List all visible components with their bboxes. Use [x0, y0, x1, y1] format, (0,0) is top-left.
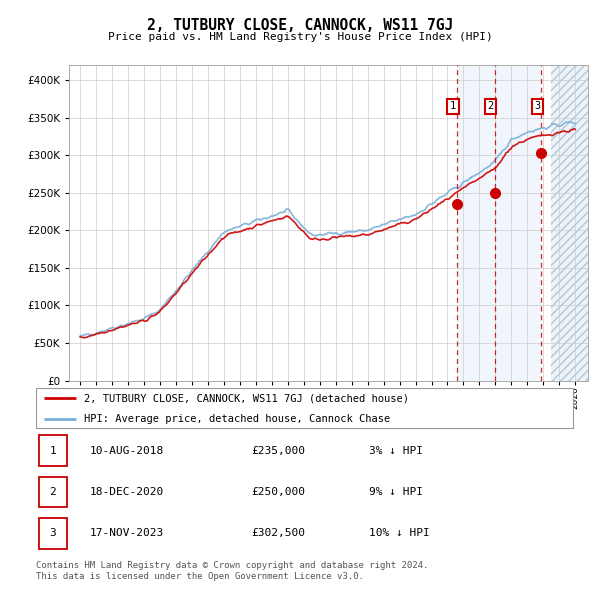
Text: 2: 2 — [488, 101, 494, 112]
FancyBboxPatch shape — [38, 435, 67, 466]
Text: £302,500: £302,500 — [251, 529, 305, 538]
Text: 10-AUG-2018: 10-AUG-2018 — [90, 446, 164, 455]
Text: 17-NOV-2023: 17-NOV-2023 — [90, 529, 164, 538]
Text: 18-DEC-2020: 18-DEC-2020 — [90, 487, 164, 497]
Text: 3% ↓ HPI: 3% ↓ HPI — [369, 446, 423, 455]
FancyBboxPatch shape — [36, 388, 573, 428]
FancyBboxPatch shape — [38, 477, 67, 507]
Text: 10% ↓ HPI: 10% ↓ HPI — [369, 529, 430, 538]
Text: HPI: Average price, detached house, Cannock Chase: HPI: Average price, detached house, Cann… — [85, 414, 391, 424]
Text: 3: 3 — [49, 529, 56, 538]
Bar — [551, 65, 588, 381]
FancyBboxPatch shape — [38, 518, 67, 549]
Text: This data is licensed under the Open Government Licence v3.0.: This data is licensed under the Open Gov… — [36, 572, 364, 581]
Text: 1: 1 — [49, 446, 56, 455]
Bar — [551, 65, 588, 381]
Bar — [457, 65, 541, 381]
Text: 9% ↓ HPI: 9% ↓ HPI — [369, 487, 423, 497]
Text: £235,000: £235,000 — [251, 446, 305, 455]
Text: 2: 2 — [49, 487, 56, 497]
Text: Price paid vs. HM Land Registry's House Price Index (HPI): Price paid vs. HM Land Registry's House … — [107, 32, 493, 42]
Text: £250,000: £250,000 — [251, 487, 305, 497]
Text: 3: 3 — [534, 101, 541, 112]
Text: 2, TUTBURY CLOSE, CANNOCK, WS11 7GJ (detached house): 2, TUTBURY CLOSE, CANNOCK, WS11 7GJ (det… — [85, 394, 409, 404]
Text: 1: 1 — [450, 101, 457, 112]
Text: Contains HM Land Registry data © Crown copyright and database right 2024.: Contains HM Land Registry data © Crown c… — [36, 560, 428, 569]
Text: 2, TUTBURY CLOSE, CANNOCK, WS11 7GJ: 2, TUTBURY CLOSE, CANNOCK, WS11 7GJ — [147, 18, 453, 32]
